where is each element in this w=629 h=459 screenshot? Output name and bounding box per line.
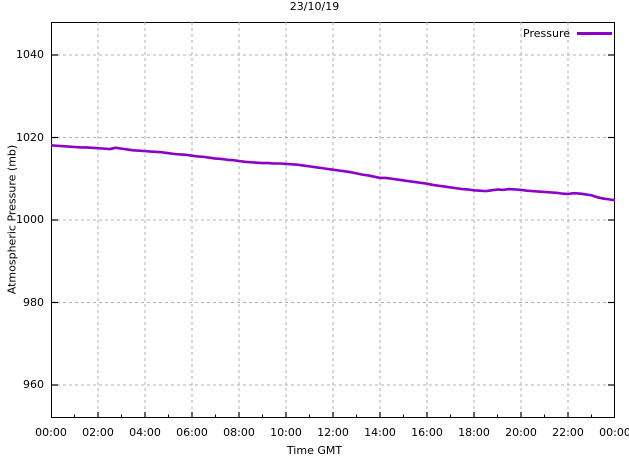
x-tick-label: 20:00 bbox=[505, 426, 537, 439]
chart-legend: Pressure bbox=[500, 25, 612, 41]
x-tick-label: 02:00 bbox=[82, 426, 114, 439]
y-tick-label: 980 bbox=[23, 295, 44, 309]
x-tick-label: 04:00 bbox=[129, 426, 161, 439]
plot-canvas bbox=[51, 22, 615, 418]
x-tick-label: 08:00 bbox=[223, 426, 255, 439]
legend-item-pressure-swatch bbox=[577, 31, 612, 35]
x-tick-label: 06:00 bbox=[176, 426, 208, 439]
x-tick-label: 00:00 bbox=[599, 426, 629, 439]
chart-title: 23/10/19 bbox=[289, 0, 340, 13]
legend-item-pressure-label: Pressure bbox=[523, 26, 570, 40]
x-tick-label: 18:00 bbox=[458, 426, 490, 439]
y-tick-label: 1020 bbox=[16, 130, 44, 144]
x-tick-label: 10:00 bbox=[270, 426, 302, 439]
y-tick-label: 1000 bbox=[16, 213, 44, 226]
x-tick-label: 00:00 bbox=[35, 426, 67, 439]
y-tick-label: 1040 bbox=[16, 48, 44, 61]
x-tick-label: 22:00 bbox=[552, 426, 584, 439]
series-line-0 bbox=[51, 144, 615, 202]
x-tick-label: 12:00 bbox=[317, 426, 349, 439]
x-tick-label: 16:00 bbox=[411, 426, 443, 439]
y-tick-label: 960 bbox=[23, 378, 44, 391]
x-axis-label: Time GMT bbox=[286, 444, 343, 457]
x-tick-label: 14:00 bbox=[364, 426, 396, 439]
